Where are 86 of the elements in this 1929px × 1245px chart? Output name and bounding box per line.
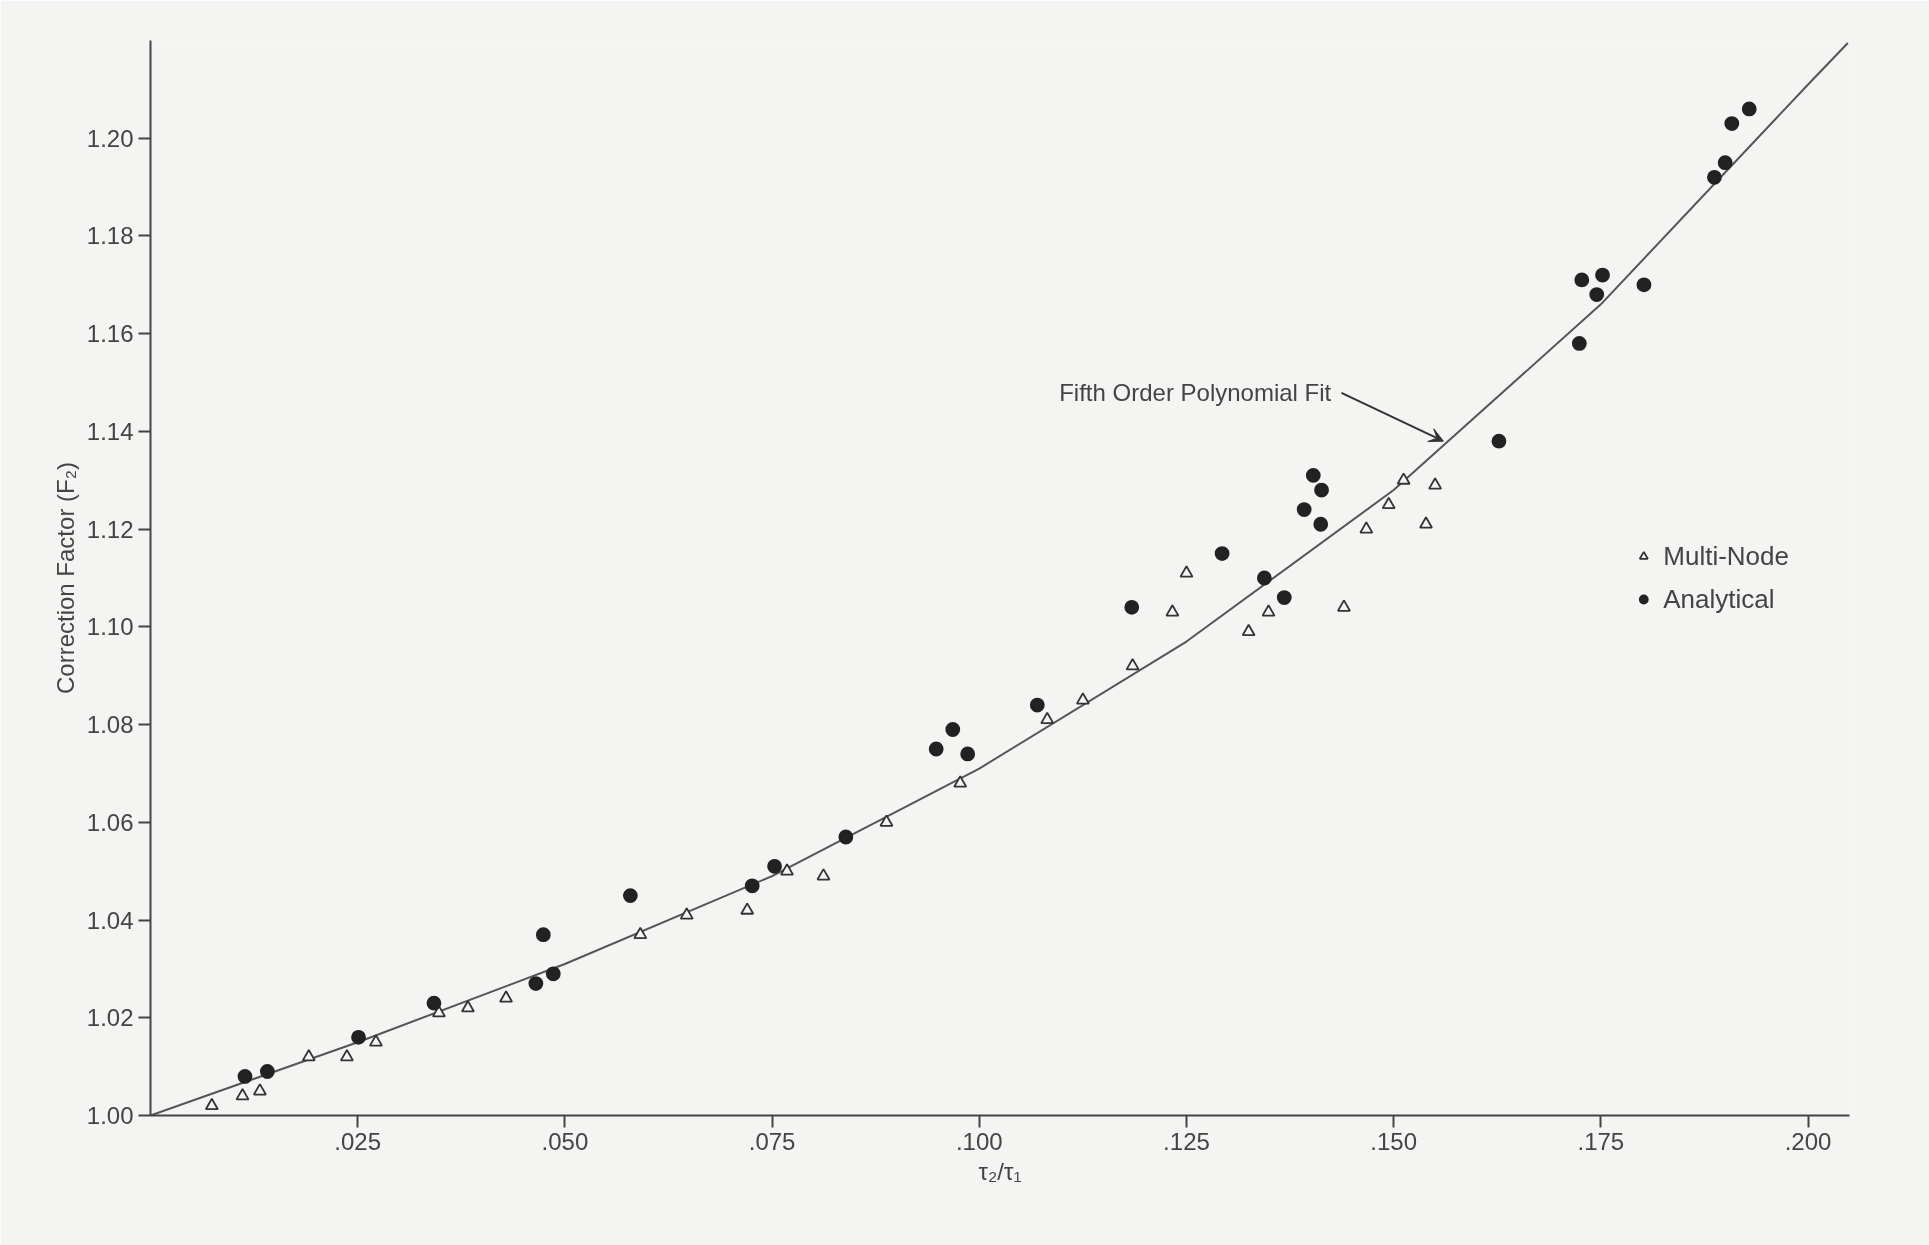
legend-label: Multi-Node (1663, 540, 1789, 572)
point (1717, 155, 1733, 171)
point (1075, 692, 1090, 705)
point (1124, 599, 1140, 615)
x-tick-label: .075 (748, 1127, 796, 1155)
point (740, 902, 755, 915)
point (1359, 521, 1374, 534)
point (1595, 267, 1610, 283)
point (780, 863, 794, 876)
point (1029, 697, 1045, 713)
point (204, 1097, 219, 1111)
y-tick-label: 1.16 (86, 320, 134, 348)
point (1724, 116, 1740, 131)
point (235, 1088, 250, 1101)
point (945, 722, 961, 737)
point (1165, 604, 1180, 617)
point (1261, 604, 1276, 617)
y-tick-label: 1.18 (86, 222, 134, 250)
point (1491, 433, 1507, 449)
point (1337, 599, 1351, 612)
point (1241, 623, 1256, 637)
point (426, 995, 442, 1011)
point (1040, 711, 1055, 725)
point (1125, 658, 1140, 671)
y-tick-label: 1.00 (86, 1102, 134, 1129)
point (679, 907, 694, 920)
point (461, 1000, 475, 1013)
x-tick-label: .175 (1577, 1127, 1625, 1155)
x-axis-title: τ₂/τ₁ (978, 1157, 1022, 1185)
x-tick-label: .025 (334, 1127, 382, 1155)
point (301, 1049, 316, 1062)
point (767, 858, 782, 874)
point (744, 878, 760, 894)
y-tick-label: 1.04 (86, 906, 134, 934)
point (351, 1029, 366, 1045)
point (879, 814, 894, 827)
point (528, 976, 544, 991)
point (1214, 546, 1230, 561)
x-tick-label: .100 (955, 1127, 1003, 1155)
point (622, 888, 638, 903)
point (499, 990, 513, 1003)
point (1589, 287, 1605, 302)
point (1707, 169, 1722, 185)
point (960, 746, 976, 762)
point (1256, 570, 1272, 586)
point (1296, 502, 1312, 517)
point (1313, 516, 1329, 532)
x-tick-label: .200 (1784, 1127, 1832, 1155)
point (838, 829, 854, 845)
point (369, 1034, 383, 1047)
y-tick-label: 1.10 (86, 613, 134, 641)
point (237, 1069, 253, 1084)
y-tick-label: 1.08 (86, 711, 134, 739)
point (1636, 277, 1652, 293)
point (340, 1049, 354, 1062)
point (953, 775, 968, 788)
point (1381, 496, 1396, 510)
point (1305, 468, 1321, 483)
point (1396, 472, 1411, 485)
point (1571, 336, 1587, 351)
y-axis-title: Correction Factor (F₂) (51, 461, 79, 695)
point (928, 741, 944, 757)
point (1574, 272, 1590, 288)
point (1428, 477, 1443, 490)
point (1179, 565, 1194, 578)
x-tick-label: .050 (541, 1127, 589, 1155)
point (633, 926, 648, 940)
point (1276, 590, 1292, 605)
point (545, 966, 561, 982)
point (1741, 101, 1757, 117)
y-tick-label: 1.14 (86, 417, 134, 445)
y-tick-label: 1.02 (86, 1004, 134, 1032)
legend-label: Analytical (1663, 583, 1775, 615)
x-tick-label: .150 (1370, 1127, 1418, 1155)
y-tick-label: 1.12 (86, 515, 134, 543)
y-tick-label: 1.20 (86, 124, 134, 152)
y-tick-label: 1.06 (86, 808, 134, 836)
point (535, 927, 551, 943)
annotation: Fifth Order Polynomial Fit (1059, 379, 1332, 407)
point (259, 1064, 275, 1079)
point (253, 1083, 267, 1096)
point (1419, 516, 1433, 529)
x-tick-label: .125 (1163, 1127, 1210, 1155)
line-series (150, 41, 1849, 1116)
point (1314, 482, 1329, 498)
point (816, 868, 831, 881)
